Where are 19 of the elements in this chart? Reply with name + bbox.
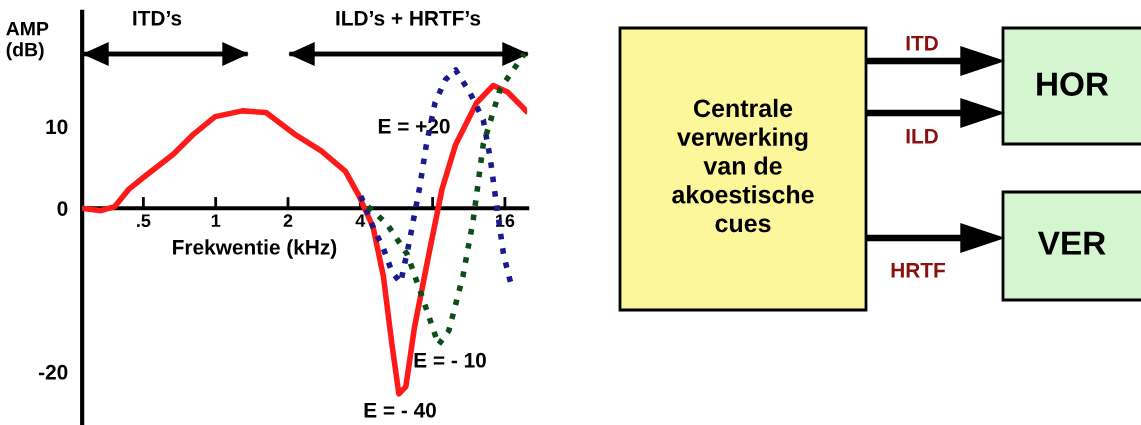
annotation: E = - 40	[364, 402, 436, 418]
annotation: ILD’s + HRTF’s	[336, 11, 481, 26]
text: HOR	[1037, 72, 1109, 96]
text: Centrale verwerking van de akoestische cues	[672, 98, 814, 233]
y-tick-label: 10	[46, 119, 68, 135]
text: ILD	[906, 129, 938, 144]
text: HRTF	[891, 263, 946, 278]
y-tick-label: 0	[57, 201, 68, 216]
text: VER	[1037, 231, 1106, 255]
x-tick-label: 4	[355, 214, 366, 227]
x-tick-label: 2	[283, 214, 293, 227]
annotation: ITD’s	[133, 11, 182, 26]
x-axis-title: Frekwentie (kHz)	[173, 239, 337, 259]
y-axis-title: AMP (dB)	[6, 21, 49, 61]
x-tick-label: .5	[137, 214, 151, 228]
x-tick-label: 1	[211, 214, 221, 227]
annotation: E = - 10	[414, 352, 486, 368]
text: ITD	[906, 36, 938, 51]
y-tick-label: -20	[38, 364, 68, 380]
